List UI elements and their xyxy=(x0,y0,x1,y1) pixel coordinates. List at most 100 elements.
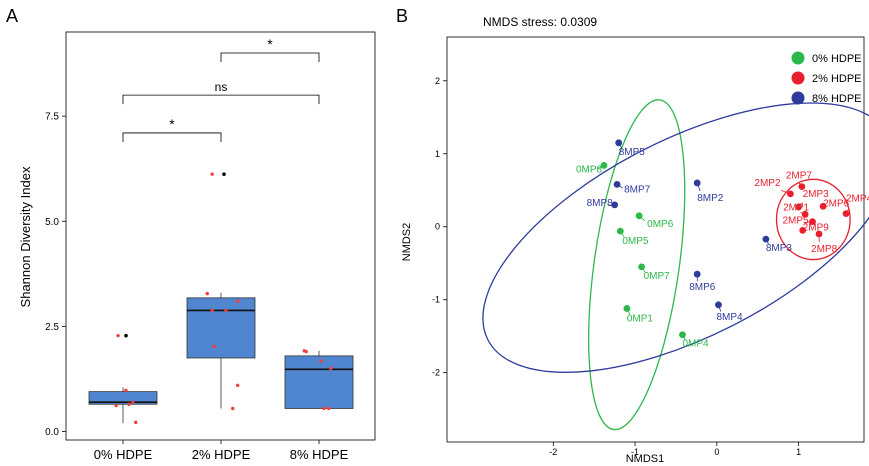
jitter-point xyxy=(131,400,135,404)
point-label: 0MP5 xyxy=(622,236,649,247)
point-label: 2MP6 xyxy=(823,198,850,209)
panel-label-a: A xyxy=(6,6,18,26)
x-tick-label: 8% HDPE xyxy=(290,447,349,462)
significance-label: * xyxy=(169,116,175,132)
data-point xyxy=(842,210,850,217)
confidence-ellipse xyxy=(775,178,851,261)
point-label: 8MP3 xyxy=(766,243,793,254)
point-label: 0MP6 xyxy=(647,219,674,230)
point-label: 2MP7 xyxy=(786,171,813,182)
data-point xyxy=(798,183,806,190)
y-tick-label: 2.5 xyxy=(45,322,59,333)
jitter-point xyxy=(114,403,118,408)
data-point xyxy=(799,226,807,234)
nmds-title: NMDS stress: 0.0309 xyxy=(483,15,597,29)
point-label: 0MP7 xyxy=(644,271,671,282)
x-tick-label: 2% HDPE xyxy=(192,447,251,462)
point-label: 2MP8 xyxy=(811,244,838,255)
data-point xyxy=(819,202,827,210)
significance-bracket xyxy=(220,52,320,63)
significance-label: * xyxy=(267,36,273,52)
point-label: 8MP4 xyxy=(716,312,743,323)
data-point xyxy=(815,230,823,238)
nmds-ellipses xyxy=(482,99,869,431)
boxplot-plot-area xyxy=(65,31,376,441)
box xyxy=(284,355,354,409)
jitter-point xyxy=(231,406,235,411)
nmds-y-axis-title: NMDS2 xyxy=(401,223,413,262)
point-label: 8MP2 xyxy=(697,193,724,204)
legend-swatch xyxy=(791,91,805,105)
point-label: 2MP2 xyxy=(754,178,781,189)
jitter-point xyxy=(304,349,308,354)
y-tick-label: -1 xyxy=(432,295,440,305)
jitter-point xyxy=(212,344,216,349)
x-tick-label: 0% HDPE xyxy=(94,447,153,462)
significance-brackets: * ns * xyxy=(122,36,320,142)
data-point xyxy=(611,201,619,209)
jitter-point xyxy=(134,420,138,425)
y-tick-label: 0 xyxy=(435,222,440,232)
outlier-point xyxy=(124,333,128,338)
jitter-point xyxy=(319,359,323,363)
point-label: 8MP5 xyxy=(619,147,646,158)
nmds-points: 0MP8 0MP6 0MP5 0MP7 0MP1 0MP4 2MP7 2MP2 2MP3 2MP4… xyxy=(576,139,869,350)
box xyxy=(186,297,256,359)
point-label: 0MP4 xyxy=(682,339,709,350)
y-tick-label: 2 xyxy=(435,76,440,86)
jitter-point xyxy=(327,406,331,411)
y-tick-label: 1 xyxy=(435,149,440,159)
jitter-point xyxy=(116,333,120,338)
significance-label: ns xyxy=(215,80,228,94)
outlier-point xyxy=(222,172,226,176)
point-label: 8MP8 xyxy=(587,198,614,209)
legend-label: 2% HDPE xyxy=(812,73,862,85)
jitter-point xyxy=(205,291,209,296)
jitter-point xyxy=(235,299,240,303)
point-label: 8MP6 xyxy=(689,282,716,293)
data-point xyxy=(679,331,686,339)
point-label: 2MP3 xyxy=(803,189,830,200)
panel-label-b: B xyxy=(396,6,408,26)
data-point xyxy=(715,301,722,309)
jitter-point xyxy=(224,308,228,313)
nmds-legend: 0% HDPE 2% HDPE 8% HDPE xyxy=(791,51,862,105)
jitter-point xyxy=(235,383,240,388)
nmds-x-axis-title: NMDS1 xyxy=(626,453,665,465)
boxplot-y-ticks: 0.0 2.5 5.0 7.5 xyxy=(45,112,66,438)
x-tick-label: 1 xyxy=(796,447,801,457)
y-tick-label: -2 xyxy=(432,368,440,378)
data-point xyxy=(616,227,624,235)
y-tick-label: 7.5 xyxy=(45,112,59,123)
boxplot-x-ticks: 0% HDPE 2% HDPE 8% HDPE xyxy=(94,440,349,462)
confidence-ellipse xyxy=(482,102,869,373)
jitter-point xyxy=(329,366,333,371)
data-point xyxy=(613,181,621,188)
point-label: 2MP5 xyxy=(782,216,809,227)
data-point xyxy=(623,305,631,312)
point-label: 2MP1 xyxy=(783,202,810,213)
data-point xyxy=(635,212,643,220)
x-tick-label: -1 xyxy=(631,447,639,457)
data-point xyxy=(638,263,645,271)
significance-bracket xyxy=(122,132,222,142)
x-tick-label: -2 xyxy=(549,447,557,457)
boxplot-points xyxy=(114,172,333,425)
y-tick-label: 5.0 xyxy=(45,217,59,228)
y-tick-label: 0.0 xyxy=(45,427,59,438)
jitter-point xyxy=(124,388,128,393)
point-label: 2MP9 xyxy=(803,222,830,233)
legend-label: 0% HDPE xyxy=(812,53,862,65)
legend-label: 8% HDPE xyxy=(812,93,862,105)
jitter-point xyxy=(210,172,214,176)
jitter-point xyxy=(322,406,326,411)
point-label: 0MP1 xyxy=(627,313,654,324)
legend-swatch xyxy=(791,51,805,65)
jitter-point xyxy=(210,308,214,313)
data-point xyxy=(693,179,701,187)
point-label: 0MP8 xyxy=(576,164,603,175)
boxplot-panel: A Shannon Diversity Index 0.0 2.5 5.0 7.5 0… xyxy=(6,6,376,462)
data-point xyxy=(693,270,701,278)
significance-bracket xyxy=(122,94,320,105)
